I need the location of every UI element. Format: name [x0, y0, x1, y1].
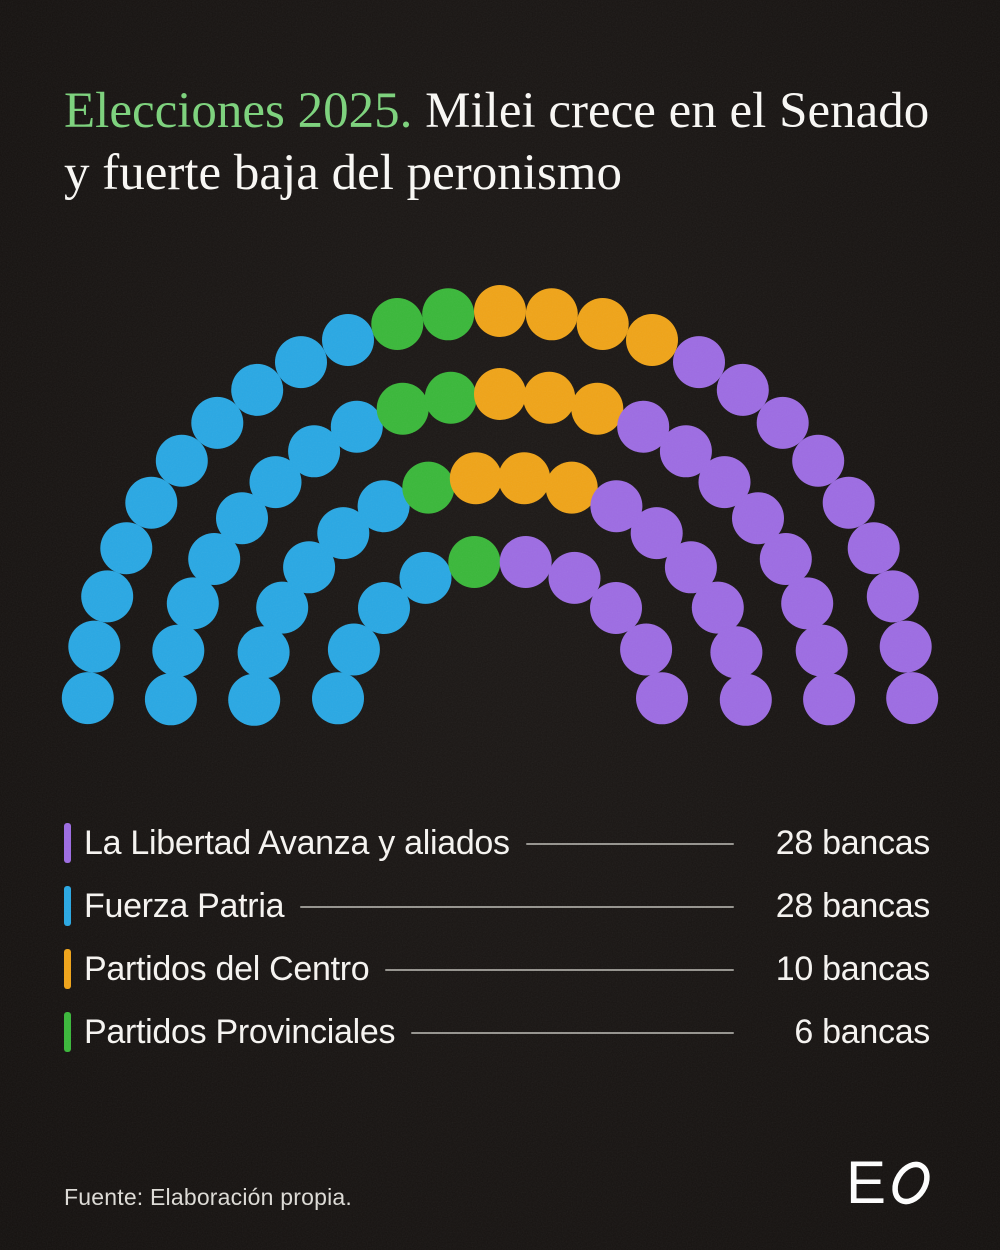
seat-dot-fp — [330, 400, 383, 453]
seat-dot-pp — [371, 298, 424, 350]
seat-dot-pc — [474, 285, 526, 337]
seat-dot-fp — [312, 672, 364, 725]
seat-dot-pp — [402, 461, 455, 514]
seat-dot-lla — [548, 551, 601, 604]
legend-item-lla: La Libertad Avanza y aliados 28 bancas — [64, 821, 930, 865]
seat-dot-pp — [422, 288, 475, 341]
seat-dot-fp — [152, 624, 205, 677]
eo-logo: E — [845, 1149, 934, 1216]
legend-item-fp: Fuerza Patria 28 bancas — [64, 884, 930, 928]
seat-dot-lla — [822, 476, 875, 529]
legend-label-fp: Fuerza Patria — [84, 886, 285, 925]
seat-dot-fp — [144, 673, 197, 726]
legend-swatch-lla — [64, 823, 71, 863]
seat-dot-fp — [231, 363, 284, 416]
seat-dot-fp — [191, 396, 244, 449]
seat-dot-pc — [626, 314, 678, 366]
legend-label-lla: La Libertad Avanza y aliados — [84, 823, 510, 862]
seat-dot-lla — [795, 624, 848, 677]
seat-dot-fp — [100, 522, 153, 575]
seat-dot-fp — [399, 551, 452, 604]
seat-dot-fp — [155, 434, 208, 487]
legend-connector-pp — [411, 1032, 734, 1034]
logo-o-icon — [892, 1161, 930, 1205]
seat-dot-lla — [719, 673, 772, 726]
seat-dot-pc — [545, 461, 598, 514]
seat-dot-lla — [847, 522, 900, 575]
seat-dot-lla — [759, 533, 812, 585]
seat-dot-lla — [866, 570, 919, 623]
seat-dot-lla — [499, 536, 552, 588]
legend-value-fp: 28 bancas — [775, 886, 931, 925]
seat-dot-lla — [792, 434, 845, 487]
seat-dot-lla — [886, 672, 939, 725]
seat-dot-pc — [474, 368, 526, 420]
legend-value-pp: 6 bancas — [794, 1012, 930, 1051]
legend: La Libertad Avanza y aliados 28 bancas F… — [64, 821, 930, 1054]
seat-dot-fp — [327, 623, 380, 676]
source-note: Fuente: Elaboración propia. — [64, 1184, 352, 1210]
seat-dot-pc — [525, 288, 578, 341]
logo-letter-e: E — [845, 1149, 886, 1216]
seat-dot-fp — [125, 476, 178, 529]
seat-dot-fp — [68, 620, 121, 673]
seat-dot-lla — [756, 396, 809, 449]
legend-connector-pc — [385, 969, 734, 971]
seat-dot-pc — [498, 452, 551, 505]
seat-dot-pc — [523, 371, 576, 424]
parliament-chart — [61, 285, 939, 726]
seat-dot-pp — [376, 382, 429, 435]
legend-swatch-pc — [64, 949, 71, 989]
legend-swatch-pp — [64, 1012, 71, 1052]
legend-item-pc: Partidos del Centro 10 bancas — [64, 947, 930, 991]
legend-label-pc: Partidos del Centro — [84, 949, 370, 988]
seat-dot-fp — [166, 577, 219, 630]
seat-dot-fp — [81, 570, 134, 623]
seat-dot-pc — [576, 298, 629, 350]
legend-value-lla: 28 bancas — [775, 823, 931, 862]
seat-dot-fp — [61, 672, 114, 725]
legend-item-pp: Partidos Provinciales 6 bancas — [64, 1010, 930, 1054]
seat-dot-fp — [357, 480, 410, 533]
seat-dot-lla — [691, 581, 744, 634]
seat-dot-pc — [571, 382, 624, 435]
seat-dot-fp — [228, 673, 281, 726]
legend-connector-fp — [300, 906, 734, 908]
legend-value-pc: 10 bancas — [775, 949, 931, 988]
seat-dot-fp — [275, 336, 327, 389]
seat-dot-pp — [424, 371, 477, 424]
legend-connector-lla — [525, 843, 734, 845]
seat-dot-lla — [590, 582, 642, 634]
seat-dot-fp — [237, 626, 290, 679]
seat-dot-lla — [673, 336, 725, 389]
seat-dot-pp — [448, 536, 501, 588]
seat-dot-lla — [620, 623, 673, 676]
seat-dot-pc — [449, 452, 502, 505]
seat-dot-lla — [636, 672, 688, 725]
seat-dot-lla — [803, 673, 856, 726]
seat-dot-fp — [358, 582, 410, 634]
legend-label-pp: Partidos Provinciales — [84, 1012, 396, 1051]
seat-dot-lla — [710, 626, 763, 679]
seat-dot-fp — [322, 314, 374, 366]
seat-dot-lla — [781, 577, 834, 630]
legend-swatch-fp — [64, 886, 71, 926]
seat-dot-lla — [879, 620, 932, 673]
seat-dot-lla — [716, 363, 769, 416]
